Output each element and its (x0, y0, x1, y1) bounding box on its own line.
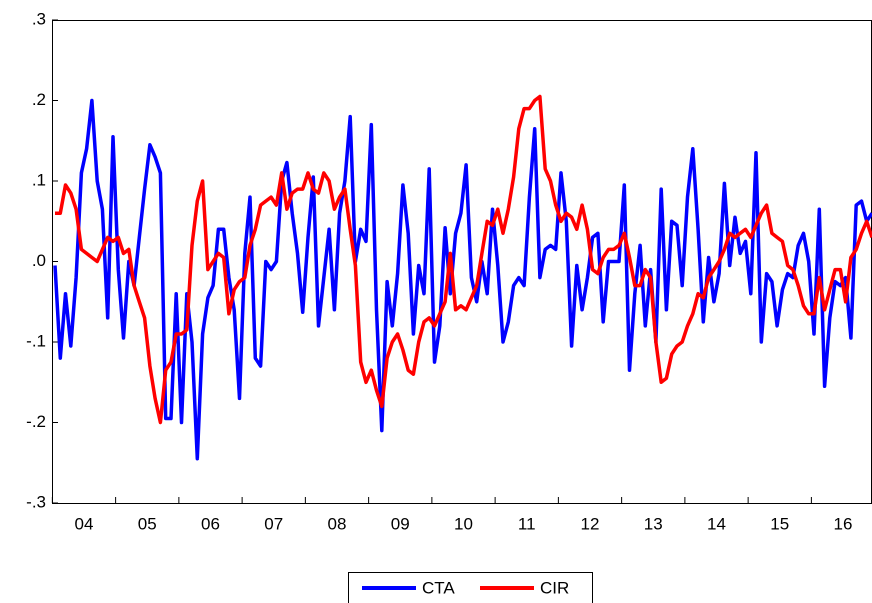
x-tick-label: 10 (454, 514, 473, 533)
legend-label: CTA (422, 578, 455, 597)
x-tick-label: 09 (391, 514, 410, 533)
x-tick-label: 06 (201, 514, 220, 533)
y-tick-label: -.3 (26, 492, 46, 511)
x-tick-label: 11 (518, 514, 536, 533)
legend-label: CIR (540, 578, 569, 597)
x-tick-label: 16 (834, 514, 853, 533)
x-tick-label: 04 (75, 514, 94, 533)
x-tick-label: 12 (581, 514, 600, 533)
y-tick-label: .0 (32, 251, 46, 270)
series-line (55, 94, 872, 425)
x-tick-label: 14 (707, 514, 726, 533)
y-tick-label: .3 (32, 9, 46, 28)
x-tick-label: 05 (138, 514, 157, 533)
y-tick-label: .1 (32, 170, 46, 189)
y-tick-label: .2 (32, 90, 46, 109)
y-tick-label: -.1 (26, 331, 46, 350)
x-tick-label: 13 (644, 514, 663, 533)
series-line (53, 98, 872, 461)
y-tick-label: -.2 (26, 412, 46, 431)
x-tick-label: 15 (770, 514, 789, 533)
x-tick-label: 07 (264, 514, 283, 533)
x-tick-label: 08 (328, 514, 347, 533)
